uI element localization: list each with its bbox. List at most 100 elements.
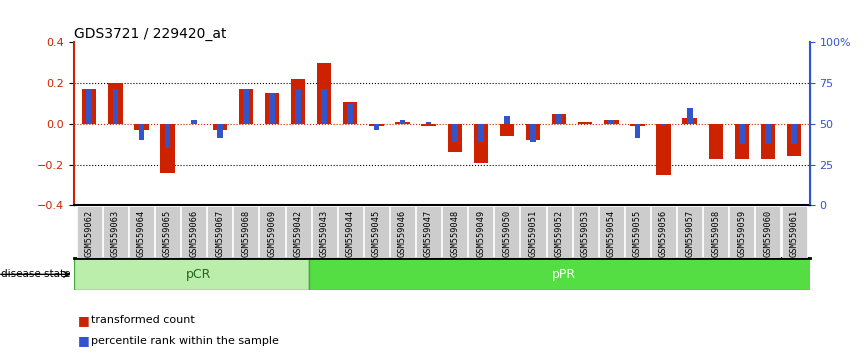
Text: GSM559065: GSM559065 [163,210,172,257]
Bar [191,120,197,124]
Bar [160,124,175,173]
FancyBboxPatch shape [755,206,780,258]
Bar [369,124,384,126]
Text: GSM559049: GSM559049 [476,210,485,257]
FancyBboxPatch shape [103,206,128,258]
Bar [139,124,145,140]
FancyBboxPatch shape [207,206,232,258]
Text: GSM559060: GSM559060 [764,210,772,257]
Bar [687,108,693,124]
FancyBboxPatch shape [781,206,806,258]
Bar [734,124,749,159]
Text: GSM559058: GSM559058 [711,210,721,257]
Bar [530,124,536,142]
Text: GSM559059: GSM559059 [737,210,746,257]
Bar [552,114,566,124]
Bar [317,63,332,124]
Bar [452,124,457,142]
Bar [604,120,618,124]
Text: GSM559066: GSM559066 [189,210,198,257]
FancyBboxPatch shape [155,206,180,258]
FancyBboxPatch shape [677,206,702,258]
Bar [500,124,514,136]
Bar [213,124,227,130]
Text: ■: ■ [78,314,90,327]
Bar [609,120,614,124]
Bar [343,102,358,124]
FancyBboxPatch shape [260,206,285,258]
Bar [478,124,484,142]
Bar [630,124,644,126]
Text: GSM559055: GSM559055 [633,210,642,257]
Text: GSM559063: GSM559063 [111,210,120,257]
Bar [291,79,306,124]
Bar [635,124,640,138]
Bar [422,124,436,126]
FancyBboxPatch shape [494,206,520,258]
FancyBboxPatch shape [703,206,728,258]
Text: ■: ■ [78,334,90,347]
Text: GSM559045: GSM559045 [372,210,381,257]
Bar [108,83,123,124]
Text: GSM559069: GSM559069 [268,210,276,257]
Bar [74,258,308,290]
Bar [474,124,488,162]
Text: GSM559048: GSM559048 [450,210,459,257]
FancyBboxPatch shape [651,206,676,258]
FancyBboxPatch shape [77,206,102,258]
Bar [448,124,462,152]
Bar [82,89,96,124]
Text: GSM559068: GSM559068 [242,210,250,257]
Text: GSM559057: GSM559057 [685,210,695,257]
Text: GSM559042: GSM559042 [294,210,302,257]
Bar [787,124,801,156]
Bar [682,118,697,124]
FancyBboxPatch shape [181,206,206,258]
Bar [373,124,379,130]
Text: pPR: pPR [553,268,577,281]
Text: GSM559052: GSM559052 [554,210,564,257]
FancyBboxPatch shape [416,206,441,258]
Text: transformed count: transformed count [91,315,195,325]
FancyBboxPatch shape [572,206,598,258]
FancyBboxPatch shape [443,206,468,258]
Bar [661,124,667,126]
Text: pCR: pCR [186,268,211,281]
Bar [113,89,119,124]
FancyBboxPatch shape [469,206,494,258]
Text: disease state: disease state [1,269,70,279]
Bar [87,89,92,124]
Bar [239,89,253,124]
Text: percentile rank within the sample: percentile rank within the sample [91,336,279,346]
Bar [269,93,275,124]
FancyBboxPatch shape [129,206,154,258]
Bar [526,124,540,140]
FancyBboxPatch shape [390,206,415,258]
Text: GSM559046: GSM559046 [398,210,407,257]
Bar [216,124,223,138]
Text: GSM559050: GSM559050 [502,210,512,257]
Bar [760,124,775,159]
Text: GSM559051: GSM559051 [528,210,538,257]
Bar [134,124,149,130]
Bar [792,124,797,144]
FancyBboxPatch shape [312,206,337,258]
Bar [347,104,353,124]
FancyBboxPatch shape [546,206,572,258]
Bar [765,124,771,144]
Bar [708,124,723,159]
Bar [556,114,562,124]
Bar [308,258,820,290]
Text: GSM559043: GSM559043 [320,210,329,257]
FancyBboxPatch shape [598,206,624,258]
Text: GSM559064: GSM559064 [137,210,146,257]
Bar [295,89,301,124]
Text: GSM559067: GSM559067 [216,210,224,257]
Text: GSM559053: GSM559053 [581,210,590,257]
Bar [265,93,279,124]
Text: GSM559047: GSM559047 [424,210,433,257]
Bar [739,124,745,144]
FancyBboxPatch shape [364,206,389,258]
Bar [399,120,405,124]
Text: GSM559044: GSM559044 [346,210,355,257]
